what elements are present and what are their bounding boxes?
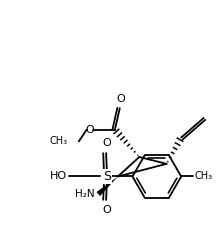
Polygon shape: [97, 177, 118, 196]
Text: HO: HO: [50, 172, 67, 181]
Text: O: O: [86, 125, 94, 135]
Text: H₂N: H₂N: [75, 189, 94, 199]
Text: O: O: [116, 94, 125, 104]
Text: O: O: [103, 205, 111, 215]
Text: S: S: [103, 170, 111, 183]
Text: O: O: [103, 138, 111, 148]
Text: CH₃: CH₃: [195, 172, 213, 181]
Text: CH₃: CH₃: [49, 136, 67, 146]
